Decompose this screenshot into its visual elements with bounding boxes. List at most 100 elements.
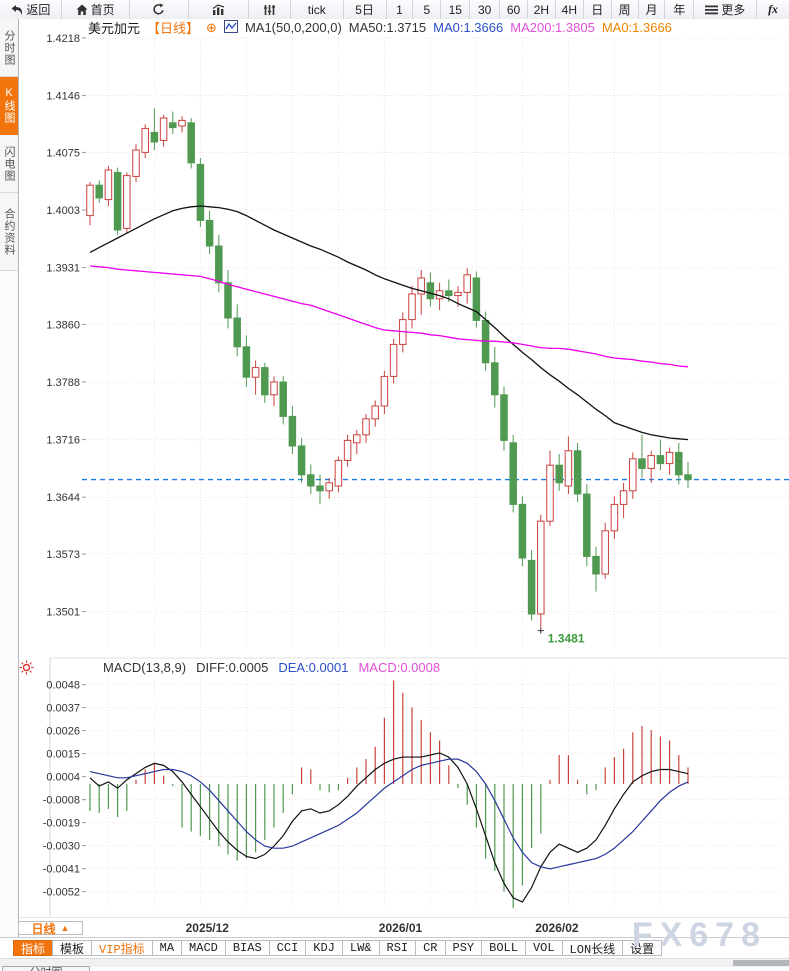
ma-settings-label: MA1(50,0,200,0) xyxy=(244,20,342,35)
svg-text:-0.0019: -0.0019 xyxy=(43,818,80,830)
svg-text:1.4003: 1.4003 xyxy=(46,205,80,217)
period-selector-button[interactable]: 日线 ▲ xyxy=(18,921,83,936)
svg-text:0.0048: 0.0048 xyxy=(46,680,80,692)
toolbar-item-bar-chart-view[interactable] xyxy=(189,0,250,19)
price-chart[interactable]: 1.4218 1.4146 1.4075 1.4003 1.3931 1.3860 1.37… xyxy=(19,19,789,657)
x-axis-strip: 日线 ▲ 2025/12 2026/01 2026/02 xyxy=(18,917,789,938)
toolbar-item-label: 15 xyxy=(448,2,462,17)
svg-text:1.3716: 1.3716 xyxy=(46,435,80,447)
indicator-tab-KDJ[interactable]: KDJ xyxy=(305,940,343,956)
svg-text:1.3481: 1.3481 xyxy=(548,632,585,646)
top-toolbar: 返回 首页 tick 5日 1 5 15 30 60 2H 4H 日周月 年 更多 fx xyxy=(0,0,789,20)
chart-type-sidebar: 分时图 K线图 闪电图 合约资料 xyxy=(0,19,19,958)
toolbar-item-home[interactable]: 首页 xyxy=(62,0,130,19)
menu-icon xyxy=(705,5,719,15)
ma200-value: MA200:1.3805 xyxy=(510,20,595,35)
svg-text:1.4075: 1.4075 xyxy=(46,147,80,159)
toolbar-item-label: 年 xyxy=(673,3,686,17)
svg-text:-0.0008: -0.0008 xyxy=(43,795,80,807)
x-axis-date-label: 2026/01 xyxy=(378,921,423,935)
toolbar-item-kline-view[interactable] xyxy=(249,0,291,19)
toolbar-item-label: 返回 xyxy=(26,3,51,17)
svg-text:-0.0041: -0.0041 xyxy=(43,864,80,876)
svg-text:1.3788: 1.3788 xyxy=(46,377,80,389)
chevron-up-icon: ▲ xyxy=(60,923,70,933)
indicator-tab-PSY[interactable]: PSY xyxy=(444,940,483,956)
svg-text:0.0026: 0.0026 xyxy=(46,726,80,738)
macd-dea-value: DEA:0.0001 xyxy=(278,660,349,675)
toolbar-item-label: 周 xyxy=(618,3,631,17)
back-arrow-icon xyxy=(10,4,23,16)
indicator-settings-sun-icon[interactable] xyxy=(19,660,34,675)
kline-icon xyxy=(263,4,276,16)
ma0-orange-value: MA0:1.3666 xyxy=(601,20,672,35)
toolbar-item-1-min[interactable]: 1 xyxy=(387,0,414,19)
toolbar-item-label: 2H xyxy=(533,2,550,17)
indicator-tab-BOLL[interactable]: BOLL xyxy=(481,940,526,956)
svg-text:-0.0052: -0.0052 xyxy=(43,887,80,899)
indicator-tab-LW[interactable]: LW& xyxy=(341,940,380,956)
sidebar-tab-kline-chart[interactable]: K线图 xyxy=(0,77,18,135)
x-axis-date-label: 2026/02 xyxy=(535,921,579,935)
toolbar-item-daily[interactable]: 日 xyxy=(584,0,612,19)
scrollbar-thumb[interactable] xyxy=(733,960,789,966)
toolbar-item-refresh[interactable] xyxy=(130,0,190,19)
indicator-tab-LON长线[interactable]: LON长线 xyxy=(561,940,624,957)
ma0-blue-value: MA0:1.3666 xyxy=(433,20,504,35)
macd-header: MACD(13,8,9) DIFF:0.0005 DEA:0.0001 MACD… xyxy=(103,660,440,675)
indicator-tab-设置[interactable]: 设置 xyxy=(622,940,663,957)
sidebar-tab-contract-info[interactable]: 合约资料 xyxy=(0,193,18,271)
macd-macd-value: MACD:0.0008 xyxy=(358,660,441,675)
toolbar-item-weekly[interactable]: 周 xyxy=(612,0,639,19)
toolbar-item-more[interactable]: 更多 xyxy=(694,0,758,19)
toolbar-item-monthly[interactable]: 月 xyxy=(639,0,666,19)
sidebar-tab-lightning-chart[interactable]: 闪电图 xyxy=(0,135,18,193)
indicator-tab-VOL[interactable]: VOL xyxy=(524,940,563,956)
toolbar-item-2-hour[interactable]: 2H xyxy=(528,0,556,19)
partial-bottom-tab: 分时图 xyxy=(2,966,90,971)
mini-chart-icon[interactable] xyxy=(223,19,238,36)
toolbar-item-tick[interactable]: tick xyxy=(291,0,344,19)
indicator-tab-VIP指标[interactable]: VIP指标 xyxy=(91,940,153,957)
symbol-name: 美元加元 xyxy=(88,21,141,36)
indicator-tab-CCI[interactable]: CCI xyxy=(268,940,307,956)
refresh-icon xyxy=(152,3,165,16)
toolbar-item-label: 月 xyxy=(645,3,658,17)
svg-text:1.3931: 1.3931 xyxy=(46,263,80,275)
svg-text:-0.0030: -0.0030 xyxy=(43,841,80,853)
period-label: 【日线】 xyxy=(147,21,200,36)
toolbar-item-5-min[interactable]: 5 xyxy=(413,0,442,19)
x-axis-date-label: 2025/12 xyxy=(185,921,229,935)
toolbar-item-label: 1 xyxy=(396,2,403,17)
toolbar-item-label: 更多 xyxy=(721,3,746,17)
indicator-tab-BIAS[interactable]: BIAS xyxy=(224,940,270,956)
toolbar-item-back[interactable]: 返回 xyxy=(0,0,62,19)
macd-chart[interactable]: 0.0048 0.0037 0.0026 0.0015 0.0004 -0.0008 -0.… xyxy=(19,657,789,917)
toolbar-item-label: 首页 xyxy=(90,3,115,17)
sidebar-tab-time-chart[interactable]: 分时图 xyxy=(0,19,18,77)
toolbar-item-4-hour[interactable]: 4H xyxy=(556,0,584,19)
toolbar-item-label: 5日 xyxy=(355,3,374,17)
add-circle-icon[interactable]: ⊕ xyxy=(206,19,217,35)
indicator-tabbar: 指标 模板 VIP指标 MA MACD BIAS CCI KDJ LW& RSI CR PSY BOLL… xyxy=(0,937,789,958)
horizontal-scrollbar[interactable] xyxy=(0,958,789,967)
indicator-tab-模板[interactable]: 模板 xyxy=(52,940,93,957)
toolbar-item-yearly[interactable]: 年 xyxy=(665,0,695,19)
toolbar-item-30-min[interactable]: 30 xyxy=(470,0,501,19)
indicator-tab-CR[interactable]: CR xyxy=(415,940,446,956)
macd-params-label: MACD(13,8,9) xyxy=(103,660,187,675)
toolbar-item-label: 日 xyxy=(591,3,604,17)
indicator-tab-RSI[interactable]: RSI xyxy=(378,940,417,956)
toolbar-item-label: 60 xyxy=(506,2,521,17)
svg-text:1.3644: 1.3644 xyxy=(46,492,80,504)
indicator-tab-MA[interactable]: MA xyxy=(151,940,183,956)
indicator-tab-MACD[interactable]: MACD xyxy=(181,940,226,956)
toolbar-item-15-min[interactable]: 15 xyxy=(441,0,471,19)
indicator-tab-指标[interactable]: 指标 xyxy=(13,940,54,957)
macd-diff-value: DIFF:0.0005 xyxy=(196,660,269,675)
toolbar-item-60-min[interactable]: 60 xyxy=(500,0,528,19)
toolbar-item-5-day[interactable]: 5日 xyxy=(344,0,387,19)
ma50-value: MA50:1.3715 xyxy=(348,20,427,35)
svg-text:1.4146: 1.4146 xyxy=(46,91,80,103)
toolbar-item-fx[interactable]: fx xyxy=(757,0,789,19)
